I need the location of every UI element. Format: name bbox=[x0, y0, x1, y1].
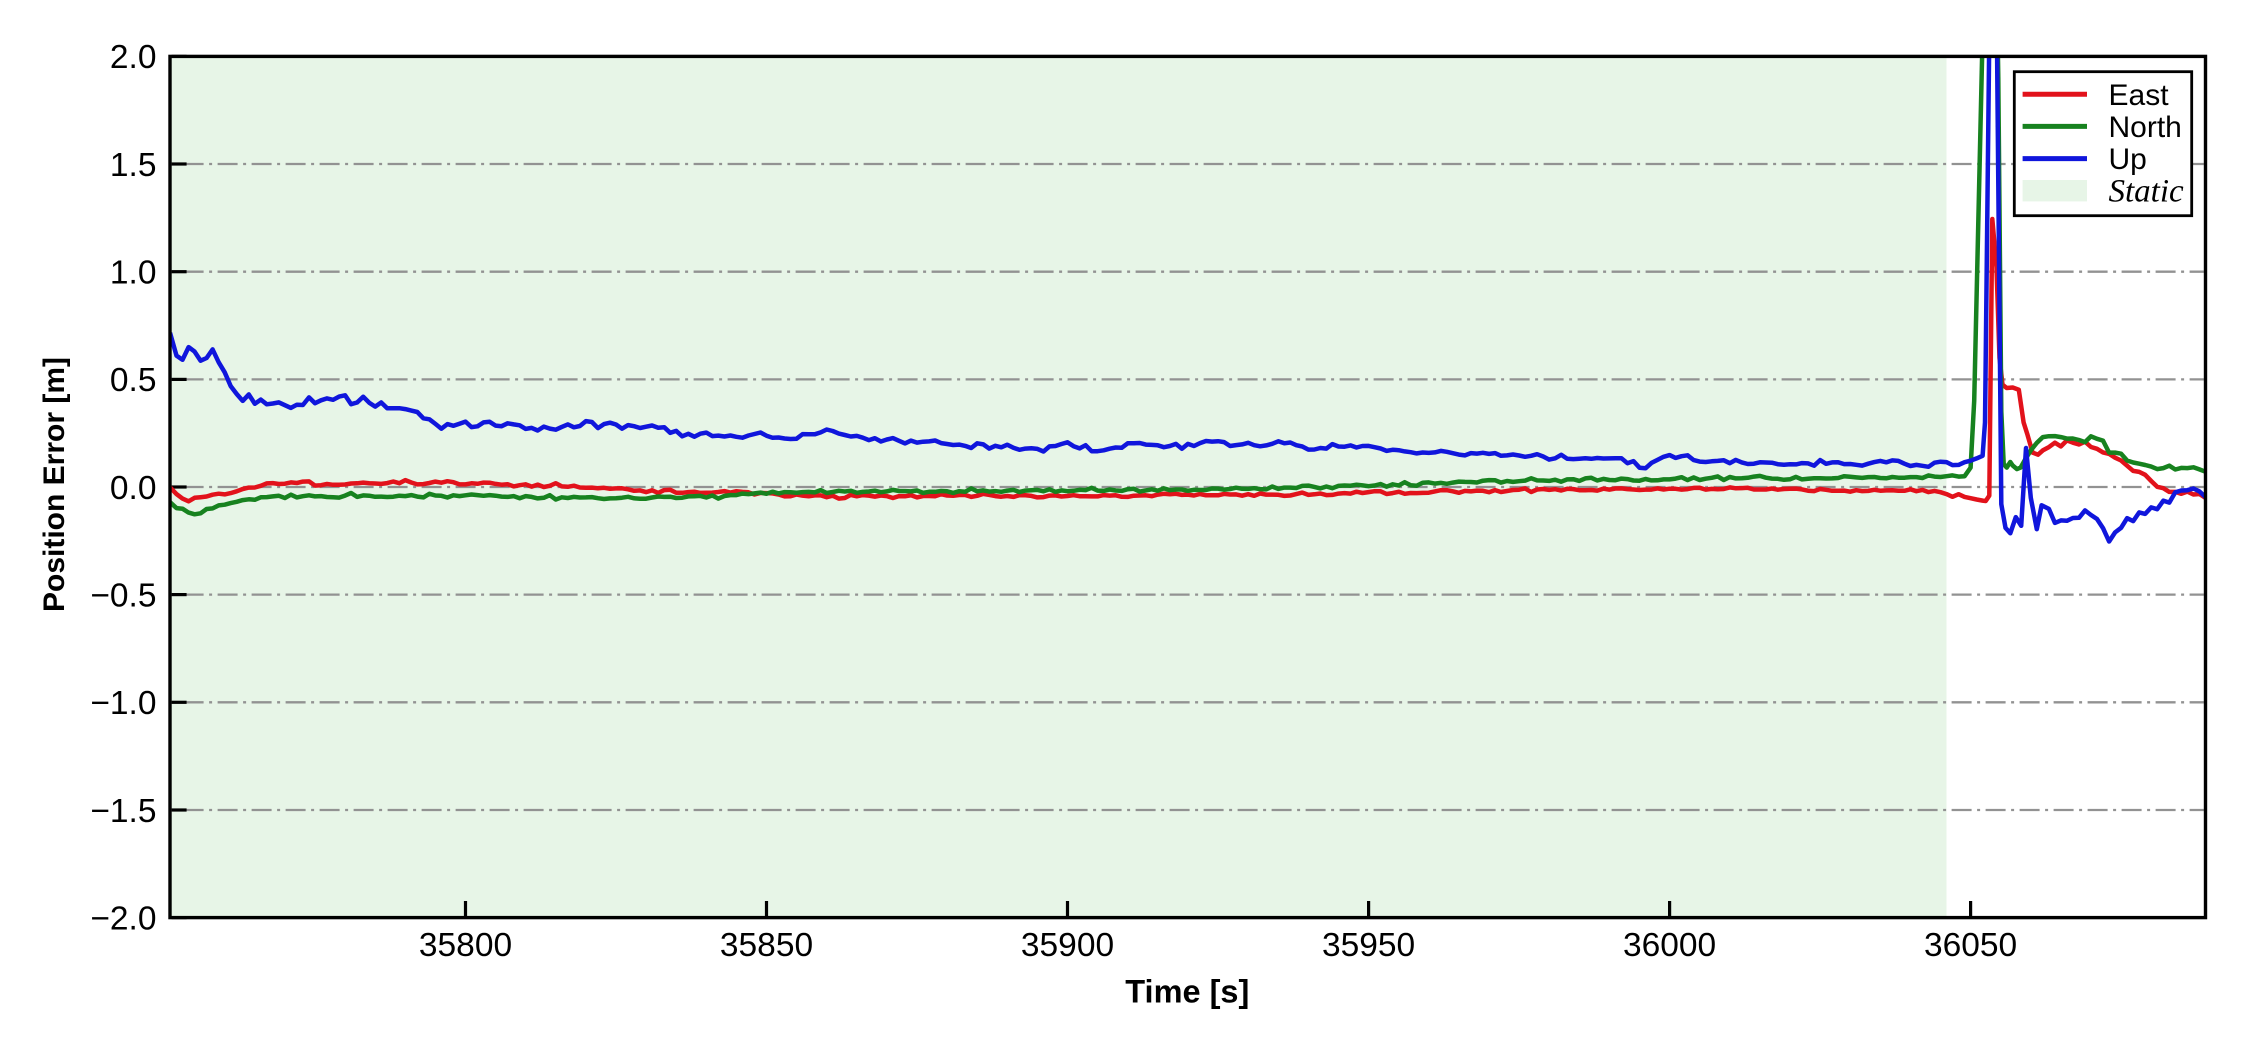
svg-text:Up: Up bbox=[2109, 143, 2147, 176]
svg-text:2.0: 2.0 bbox=[110, 39, 157, 76]
svg-text:East: East bbox=[2109, 79, 2170, 112]
svg-text:Time [s]: Time [s] bbox=[1125, 974, 1249, 1010]
svg-text:−0.5: −0.5 bbox=[90, 577, 156, 614]
svg-text:36000: 36000 bbox=[1623, 927, 1716, 964]
svg-text:0.5: 0.5 bbox=[110, 362, 157, 399]
svg-text:−2.0: −2.0 bbox=[90, 900, 156, 937]
svg-text:Position Error [m]: Position Error [m] bbox=[38, 357, 71, 612]
svg-text:35850: 35850 bbox=[720, 927, 813, 964]
svg-text:35800: 35800 bbox=[419, 927, 512, 964]
svg-text:North: North bbox=[2109, 111, 2182, 144]
svg-text:−1.0: −1.0 bbox=[90, 685, 156, 722]
svg-text:36050: 36050 bbox=[1924, 927, 2017, 964]
svg-text:−1.5: −1.5 bbox=[90, 793, 156, 830]
svg-text:1.5: 1.5 bbox=[110, 147, 157, 184]
svg-text:1.0: 1.0 bbox=[110, 255, 157, 292]
svg-text:0.0: 0.0 bbox=[110, 470, 157, 507]
svg-text:35900: 35900 bbox=[1021, 927, 1114, 964]
svg-text:35950: 35950 bbox=[1322, 927, 1415, 964]
svg-text:Static: Static bbox=[2109, 173, 2185, 209]
